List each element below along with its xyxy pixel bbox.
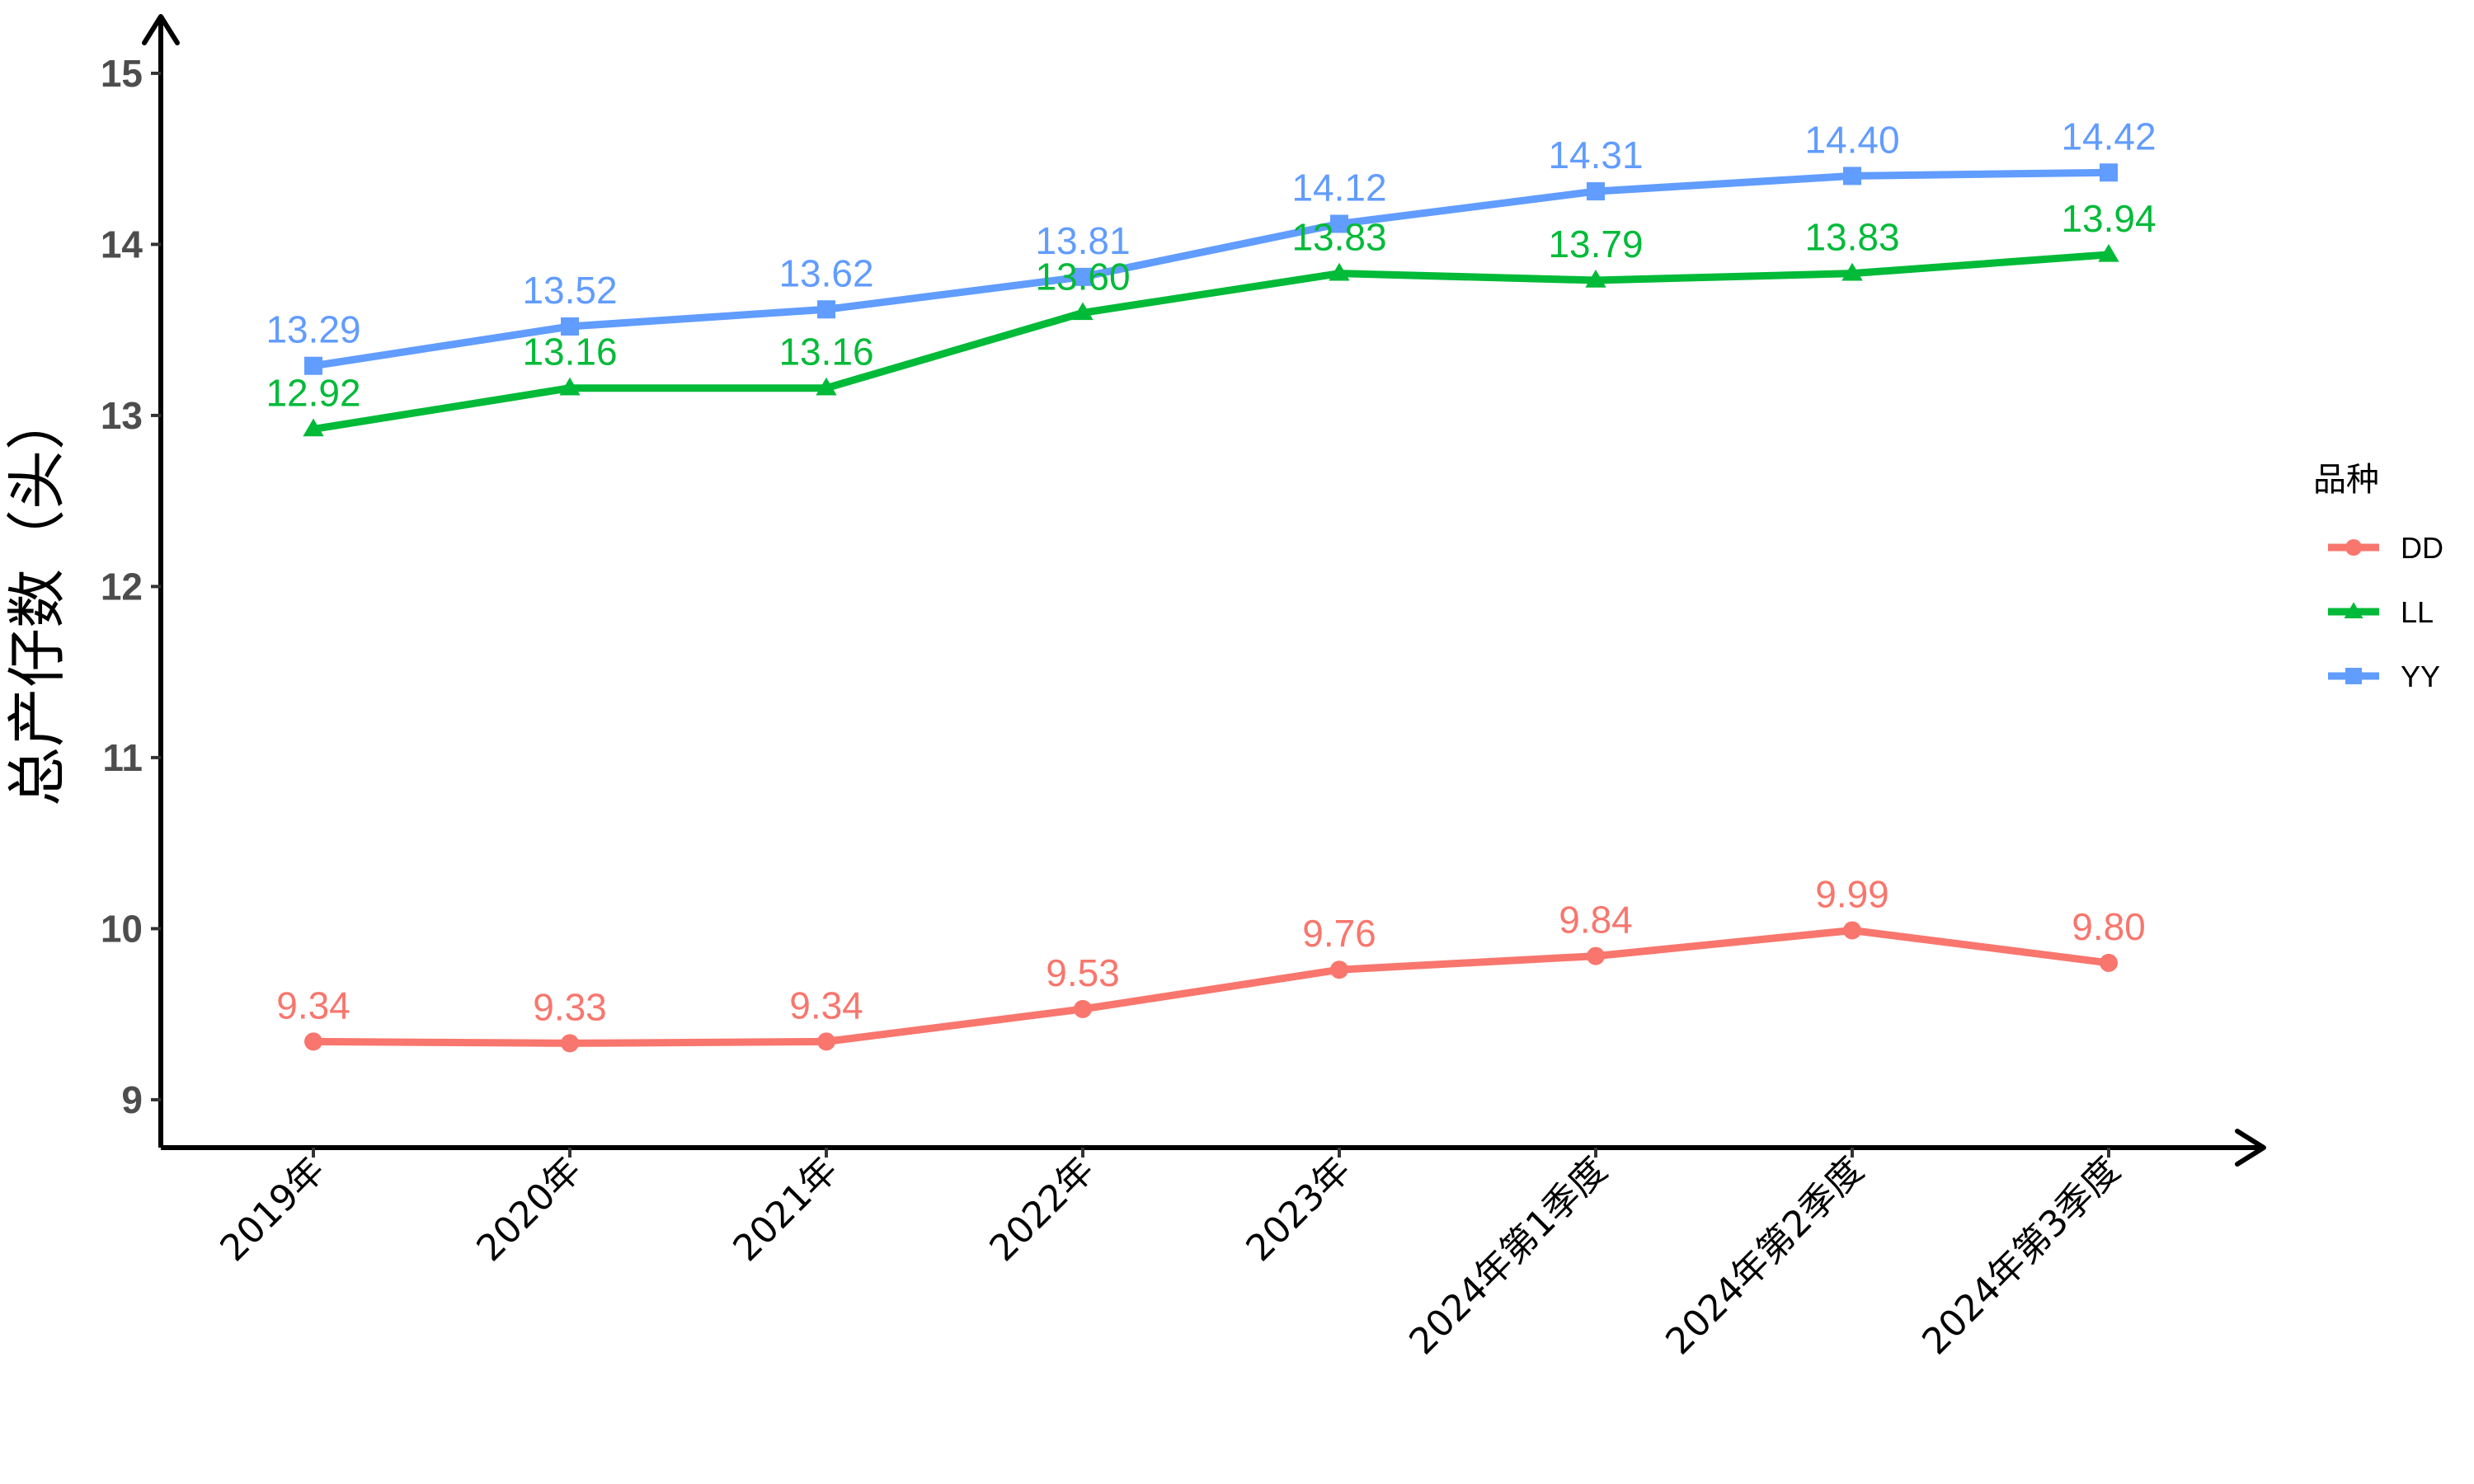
data-label-yy: 14.31 bbox=[1548, 134, 1643, 176]
data-label-yy: 14.12 bbox=[1291, 167, 1386, 209]
x-tick-label: 2024年第1季度 bbox=[1401, 1149, 1615, 1363]
data-label-yy: 13.62 bbox=[778, 251, 873, 294]
x-axis-arrow bbox=[2235, 1129, 2266, 1167]
data-point-ll bbox=[1072, 302, 1094, 321]
y-tick-label: 9 bbox=[121, 1078, 143, 1121]
data-label-dd: 9.80 bbox=[2072, 905, 2146, 948]
data-label-yy: 14.40 bbox=[1804, 118, 1899, 161]
data-point-dd bbox=[1330, 960, 1348, 979]
series-line-yy bbox=[309, 168, 2113, 370]
legend-key-marker-dd bbox=[2345, 539, 2362, 556]
data-label-ll: 13.60 bbox=[1035, 255, 1130, 298]
data-point-dd bbox=[1587, 946, 1605, 965]
data-point-ll bbox=[2098, 243, 2119, 262]
data-point-dd bbox=[304, 1032, 322, 1051]
legend: 品种 DD LL YY bbox=[2313, 461, 2443, 693]
data-label-yy: 13.81 bbox=[1035, 219, 1130, 262]
data-label-yy: 13.29 bbox=[266, 308, 360, 351]
data-point-yy bbox=[2100, 163, 2118, 182]
x-tick-label: 2020年 bbox=[468, 1149, 589, 1270]
data-label-dd: 9.53 bbox=[1046, 951, 1120, 994]
data-label-ll: 13.16 bbox=[778, 331, 873, 373]
data-label-ll: 13.16 bbox=[522, 331, 617, 373]
data-point-yy bbox=[1074, 267, 1092, 286]
data-point-dd bbox=[817, 1032, 835, 1051]
data-point-yy bbox=[817, 300, 835, 319]
data-point-dd bbox=[1074, 999, 1092, 1018]
data-point-dd bbox=[2100, 953, 2118, 972]
y-tick-label: 15 bbox=[101, 52, 143, 95]
series-line-ll bbox=[309, 251, 2113, 433]
data-point-ll bbox=[303, 418, 324, 437]
x-tick-label: 2024年第2季度 bbox=[1658, 1149, 1871, 1363]
y-tick-label: 13 bbox=[101, 394, 143, 437]
data-label-yy: 13.52 bbox=[522, 269, 617, 312]
y-tick-label: 12 bbox=[101, 565, 143, 608]
data-label-dd: 9.34 bbox=[276, 984, 350, 1026]
y-axis-arrow bbox=[142, 14, 180, 45]
x-tick-label: 2019年 bbox=[212, 1149, 332, 1270]
x-tick-label: 2021年 bbox=[725, 1149, 845, 1270]
data-label-yy: 14.42 bbox=[2061, 115, 2156, 157]
data-point-yy bbox=[1330, 214, 1348, 233]
data-label-ll: 13.79 bbox=[1548, 223, 1643, 265]
axes: 9 10 11 12 13 14 15 2019年 2020年 2021年 2022年 2023年 20… bbox=[2, 14, 2266, 1363]
legend-label-ll: LL bbox=[2401, 595, 2434, 629]
data-point-yy bbox=[1843, 167, 1861, 186]
legend-key-marker-ll bbox=[2344, 602, 2363, 618]
y-tick-label: 14 bbox=[101, 223, 143, 265]
data-point-ll bbox=[1841, 262, 1863, 281]
data-point-dd bbox=[1843, 921, 1861, 940]
series-line-dd bbox=[309, 926, 2113, 1047]
data-point-yy bbox=[304, 356, 322, 375]
legend-key-marker-yy bbox=[2345, 668, 2362, 684]
data-point-ll bbox=[816, 377, 837, 396]
data-point-dd bbox=[561, 1034, 579, 1053]
data-point-yy bbox=[561, 317, 579, 336]
data-label-ll: 13.94 bbox=[2061, 197, 2156, 240]
data-label-dd: 9.99 bbox=[1815, 872, 1889, 915]
data-label-ll: 13.83 bbox=[1804, 216, 1899, 259]
data-label-dd: 9.76 bbox=[1302, 912, 1376, 955]
data-point-ll bbox=[559, 377, 581, 396]
y-axis-title: 总产仔数（头） bbox=[2, 391, 72, 806]
x-tick-label: 2022年 bbox=[981, 1149, 1102, 1270]
legend-label-dd: DD bbox=[2401, 531, 2443, 565]
x-tick-label: 2023年 bbox=[1238, 1149, 1358, 1270]
data-point-ll bbox=[1329, 262, 1350, 281]
y-tick-label: 11 bbox=[102, 736, 143, 779]
legend-label-yy: YY bbox=[2401, 660, 2440, 693]
legend-title: 品种 bbox=[2313, 461, 2379, 499]
data-label-dd: 9.84 bbox=[1559, 899, 1633, 942]
data-labels: 9.34 9.33 9.34 9.53 9.76 9.84 9.99 9.80 12.92 13.… bbox=[266, 115, 2156, 1028]
data-point-yy bbox=[1587, 182, 1605, 201]
data-label-dd: 9.34 bbox=[789, 984, 863, 1026]
data-label-dd: 9.33 bbox=[533, 985, 607, 1028]
y-tick-label: 10 bbox=[101, 907, 143, 950]
series-layer bbox=[303, 163, 2119, 1053]
x-tick-label: 2024年第3季度 bbox=[1914, 1149, 2128, 1363]
data-point-ll bbox=[1585, 270, 1606, 288]
data-label-ll: 13.83 bbox=[1291, 216, 1386, 259]
data-label-ll: 12.92 bbox=[266, 372, 360, 415]
